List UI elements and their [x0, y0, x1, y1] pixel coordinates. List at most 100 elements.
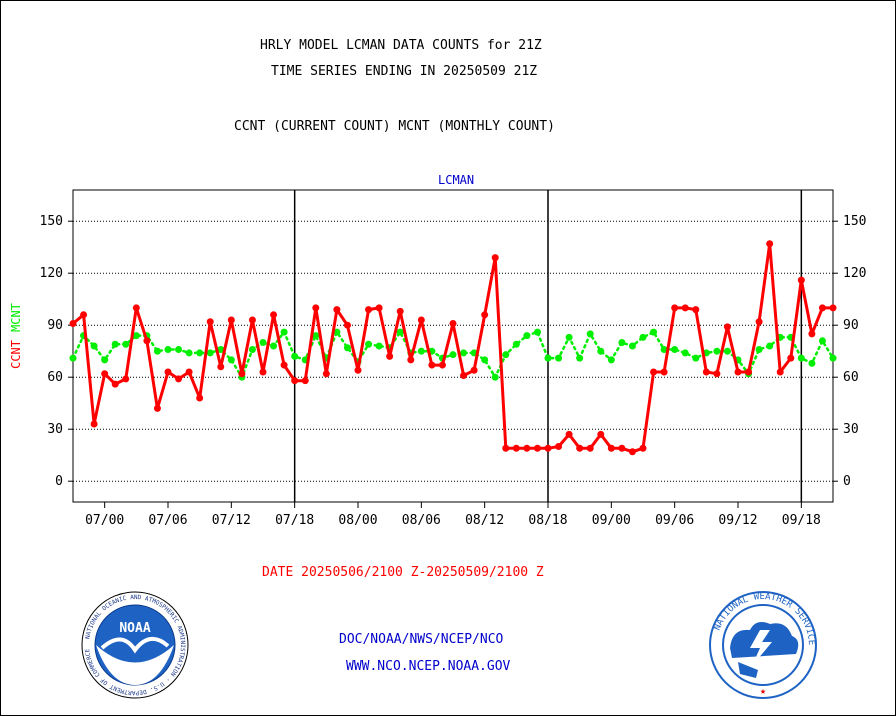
data-point-ccnt: [671, 304, 679, 312]
data-point-ccnt: [132, 304, 140, 312]
x-tick-label: 09/18: [782, 513, 821, 528]
data-point-mcnt: [618, 339, 626, 347]
plot-frame: [72, 189, 834, 503]
data-point-mcnt: [122, 340, 130, 348]
y-tick-label-left: 120: [40, 266, 63, 281]
data-point-mcnt: [818, 337, 826, 345]
data-point-mcnt: [111, 340, 119, 348]
data-point-ccnt: [829, 304, 837, 312]
data-point-mcnt: [375, 342, 383, 350]
data-point-ccnt: [153, 404, 161, 412]
data-point-ccnt: [217, 363, 225, 371]
y-tick-label-left: 90: [47, 318, 63, 333]
data-point-ccnt: [122, 375, 130, 383]
y-tick-label-right: 150: [843, 214, 866, 229]
data-point-mcnt: [808, 359, 816, 367]
y-tick-label-left: 150: [40, 214, 63, 229]
data-point-mcnt: [175, 345, 183, 353]
data-point-ccnt: [713, 370, 721, 378]
data-point-mcnt: [164, 345, 172, 353]
noaa-logo-text: NOAA: [119, 621, 150, 636]
data-point-mcnt: [681, 349, 689, 357]
data-point-ccnt: [523, 444, 531, 452]
data-point-ccnt: [607, 444, 615, 452]
y-axis-label-ccnt: CCNT: [9, 340, 23, 369]
x-tick-label: 07/06: [148, 513, 187, 528]
data-point-ccnt: [628, 448, 636, 456]
data-point-ccnt: [280, 361, 288, 369]
data-point-ccnt: [438, 361, 446, 369]
data-point-mcnt: [755, 345, 763, 353]
data-point-ccnt: [512, 444, 520, 452]
website-link[interactable]: WWW.NCO.NCEP.NOAA.GOV: [346, 659, 511, 674]
data-point-mcnt: [660, 345, 668, 353]
data-point-ccnt: [787, 354, 795, 362]
data-point-mcnt: [196, 349, 204, 357]
data-point-ccnt: [375, 304, 383, 312]
data-point-ccnt: [481, 311, 489, 319]
data-point-ccnt: [417, 316, 425, 324]
data-point-mcnt: [512, 340, 520, 348]
data-point-mcnt: [533, 328, 541, 336]
y-tick-label-left: 0: [55, 474, 63, 489]
data-point-ccnt: [702, 368, 710, 376]
data-point-ccnt: [818, 304, 826, 312]
data-point-mcnt: [597, 347, 605, 355]
data-point-mcnt: [206, 349, 214, 357]
data-point-mcnt: [259, 339, 267, 347]
data-point-mcnt: [69, 354, 77, 362]
noaa-logo: NOAA NATIONAL OCEANIC AND ATMOSPHERIC AD…: [81, 591, 189, 699]
y-tick-label-left: 30: [47, 422, 63, 437]
x-tick-label: 08/00: [338, 513, 377, 528]
data-point-ccnt: [69, 319, 77, 327]
data-point-mcnt: [417, 347, 425, 355]
x-tick-label: 09/00: [592, 513, 631, 528]
data-point-mcnt: [713, 347, 721, 355]
data-point-ccnt: [586, 444, 594, 452]
data-point-mcnt: [523, 332, 531, 340]
data-point-ccnt: [333, 306, 341, 314]
x-tick-label: 07/18: [275, 513, 314, 528]
data-point-ccnt: [365, 306, 373, 314]
series-line-ccnt: [71, 242, 835, 454]
nws-logo: NATIONAL WEATHER SERVICE ★: [709, 591, 817, 699]
data-point-ccnt: [797, 276, 805, 284]
data-point-ccnt: [734, 368, 742, 376]
data-point-mcnt: [153, 347, 161, 355]
data-point-ccnt: [175, 375, 183, 383]
data-point-mcnt: [639, 333, 647, 341]
data-point-mcnt: [101, 356, 109, 364]
y-tick-label-right: 120: [843, 266, 866, 281]
chart-title: LCMAN: [438, 173, 474, 187]
org-label: DOC/NOAA/NWS/NCEP/NCO: [339, 632, 504, 647]
data-point-ccnt: [639, 444, 647, 452]
data-point-ccnt: [491, 254, 499, 262]
data-point-ccnt: [90, 420, 98, 428]
data-point-ccnt: [449, 319, 457, 327]
data-point-mcnt: [396, 328, 404, 336]
y-axis-label-mcnt: MCNT: [9, 303, 23, 332]
data-point-mcnt: [628, 342, 636, 350]
data-point-mcnt: [502, 351, 510, 359]
data-point-mcnt: [607, 356, 615, 364]
data-point-mcnt: [723, 347, 731, 355]
data-point-mcnt: [312, 332, 320, 340]
data-point-ccnt: [544, 444, 552, 452]
x-tick-label: 09/12: [718, 513, 757, 528]
data-point-ccnt: [460, 371, 468, 379]
data-point-ccnt: [565, 430, 573, 438]
y-tick-label-right: 30: [843, 422, 859, 437]
data-point-ccnt: [111, 380, 119, 388]
data-point-mcnt: [576, 354, 584, 362]
data-point-ccnt: [555, 443, 563, 451]
data-point-ccnt: [354, 366, 362, 374]
data-point-ccnt: [386, 352, 394, 360]
data-point-ccnt: [533, 444, 541, 452]
data-point-mcnt: [766, 342, 774, 350]
data-point-mcnt: [460, 349, 468, 357]
data-point-ccnt: [576, 444, 584, 452]
data-point-ccnt: [808, 330, 816, 338]
data-point-ccnt: [259, 368, 267, 376]
data-point-ccnt: [270, 311, 278, 319]
x-tick-label: 08/12: [465, 513, 504, 528]
